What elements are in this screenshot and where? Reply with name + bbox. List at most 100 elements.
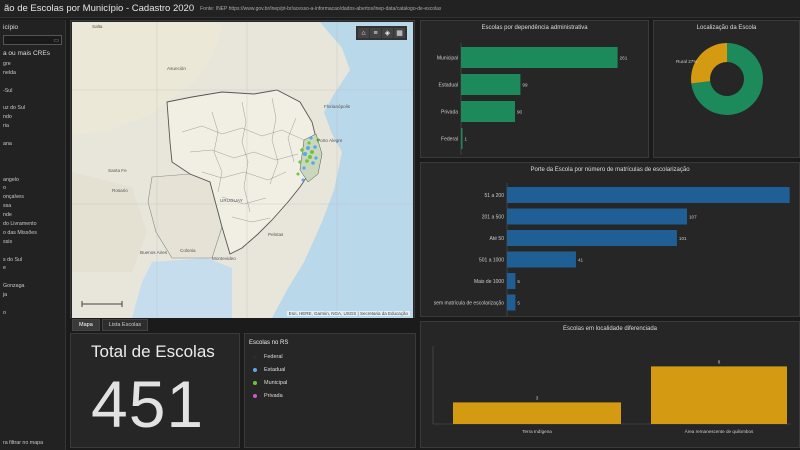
dependency-chart-panel: Escolas por dependência administrativa M… xyxy=(420,20,649,158)
location-donut-chart: Rural 27% xyxy=(676,43,763,115)
municipality-list-item[interactable] xyxy=(0,167,65,176)
municipality-list-item[interactable] xyxy=(0,96,65,105)
municipality-list-item[interactable]: gre xyxy=(3,61,11,67)
municipality-list-item[interactable]: nelda xyxy=(3,69,16,76)
municipality-list-item[interactable] xyxy=(0,78,65,87)
legend-label: Federal xyxy=(264,353,283,360)
municipality-list-item[interactable] xyxy=(0,300,65,309)
category-label: Federal xyxy=(441,137,458,143)
bar xyxy=(651,366,787,424)
category-label: Terra Indígena xyxy=(522,429,552,434)
total-schools-card: Total de Escolas 451 xyxy=(70,333,240,448)
bar-value-label: 5 xyxy=(517,301,520,306)
tab-mapa[interactable]: Mapa xyxy=(72,319,100,331)
municipality-list-item[interactable]: ssis xyxy=(3,238,13,245)
filter-subheader: a ou mais CREs xyxy=(3,50,50,57)
bar-value-label: 99 xyxy=(522,83,528,88)
filter-header: icípio xyxy=(3,24,19,31)
map-place-label: Rosario xyxy=(112,188,128,193)
legend-label: Privada xyxy=(264,392,283,399)
municipality-list-item[interactable]: o das Missões xyxy=(3,229,37,236)
municipality-list-item[interactable] xyxy=(0,131,65,140)
basemap-icon[interactable]: ▦ xyxy=(394,28,405,38)
bar-value-label: 8 xyxy=(718,359,721,364)
municipality-list-item[interactable]: angelo xyxy=(3,176,19,183)
bar xyxy=(507,230,677,246)
school-size-chart: 51 a 200 201 a 500 107 Até 50 101 501 a 1000 4… xyxy=(434,183,790,316)
category-label: sem matrícula de escolarização xyxy=(434,301,505,307)
map-place-label: Santa Fe xyxy=(108,168,127,173)
dependency-chart-title: Escolas por dependência administrativa xyxy=(481,25,588,31)
bar xyxy=(461,128,463,149)
list-icon[interactable]: ≡ xyxy=(370,28,381,38)
municipality-list-item[interactable] xyxy=(0,149,65,158)
municipality-list-item[interactable]: o xyxy=(3,309,6,316)
municipality-list-item[interactable]: ana xyxy=(3,141,12,148)
map-canvas[interactable]: Asunción Santa Fe Rosario Buenos Aires Monte… xyxy=(72,22,413,318)
bar-value-label: 41 xyxy=(578,258,584,263)
municipality-list-item[interactable]: ja xyxy=(3,292,8,299)
layers-icon[interactable]: ◈ xyxy=(382,28,393,38)
school-size-chart-title: Porte da Escola por número de matrículas… xyxy=(530,167,690,173)
municipality-list-item[interactable]: onçalves xyxy=(3,194,24,201)
map-panel: Asunción Santa Fe Rosario Buenos Aires Monte… xyxy=(70,20,415,318)
school-size-chart-panel: Porte da Escola por número de matrículas… xyxy=(420,162,800,317)
differentiated-location-chart-title: Escolas em localidade diferenciada xyxy=(562,326,658,332)
bar-value-label: 101 xyxy=(679,236,687,241)
legend-item-federal: Federal xyxy=(245,350,415,363)
header-bar: ão de Escolas por Município - Cadastro 2… xyxy=(0,0,800,18)
map-toolbar: ⌂ ≡ ◈ ▦ xyxy=(356,26,407,40)
legend-swatch xyxy=(253,367,257,372)
total-schools-label: Total de Escolas xyxy=(91,342,215,361)
map-place-label: Salta xyxy=(92,24,103,29)
legend-label: Municipal xyxy=(264,379,288,386)
tab-lista-escolas[interactable]: Lista Escolas xyxy=(101,319,149,331)
dependency-chart: Municipal 261 Estadual 99 Privada 90 Federal 1 xyxy=(437,43,628,155)
municipality-list-item[interactable]: uz do Sul xyxy=(3,105,26,112)
municipality-list-item[interactable]: o xyxy=(3,185,6,192)
municipality-list-item[interactable]: -Sul xyxy=(3,87,13,94)
differentiated-location-chart: 3 Terra Indígena 8 Área remanescente de qui… xyxy=(432,346,791,434)
category-label: 201 a 500 xyxy=(482,215,504,221)
map-place-label: Asunción xyxy=(167,66,186,71)
legend-swatch xyxy=(253,393,257,398)
category-label: 51 a 200 xyxy=(485,193,505,199)
legend-item-estadual: Estadual xyxy=(245,363,415,376)
location-chart-panel: Localização da Escola Rural 27% xyxy=(653,20,800,158)
municipality-list-item[interactable]: ndo xyxy=(3,114,12,121)
legend-label: Estadual xyxy=(264,366,286,373)
category-label: Mais de 1000 xyxy=(474,279,504,285)
donut-label: Rural 27% xyxy=(676,59,697,64)
municipality-list-item[interactable]: s do Sul xyxy=(3,256,23,263)
legend-item-privada: Privada xyxy=(245,389,415,402)
municipality-list-item[interactable]: nde xyxy=(3,212,12,219)
municipality-filter-panel: icípio ▭ a ou mais CREs gre nelda -Sul uz d… xyxy=(0,20,66,450)
donut-slice xyxy=(691,43,763,115)
municipality-list-item[interactable] xyxy=(0,247,65,256)
municipality-list-item[interactable]: ssa xyxy=(3,203,12,210)
map-place-label: Florianópolis xyxy=(324,104,351,109)
municipality-list-item[interactable] xyxy=(0,158,65,167)
bar xyxy=(507,208,688,225)
municipality-list-item[interactable]: ria xyxy=(3,123,9,130)
category-label: Estadual xyxy=(439,83,458,89)
donut-slice xyxy=(691,43,727,84)
map-place-label: Pelotas xyxy=(268,232,284,237)
total-schools-value: 451 xyxy=(91,367,205,441)
bar xyxy=(461,47,618,68)
bar xyxy=(507,294,516,311)
map-svg: Asunción Santa Fe Rosario Buenos Aires Monte… xyxy=(72,22,413,318)
bar-value-label: 90 xyxy=(517,110,523,115)
legend-item-municipal: Municipal xyxy=(245,376,415,389)
municipality-list-item[interactable] xyxy=(0,273,65,282)
municipality-list-item[interactable]: do Livramento xyxy=(3,221,37,228)
bar xyxy=(507,273,516,289)
home-icon[interactable]: ⌂ xyxy=(358,28,369,38)
map-place-label: URUGUAY xyxy=(220,198,243,203)
municipality-search-input[interactable]: ▭ xyxy=(3,35,62,45)
municipality-list-item[interactable]: e xyxy=(3,265,6,272)
municipality-list-item[interactable]: Gonzaga xyxy=(3,283,25,290)
bar xyxy=(461,101,515,122)
category-label: Municipal xyxy=(437,56,458,62)
map-legend-panel: Escolas no RS Federal Estadual Municipal… xyxy=(244,333,416,448)
